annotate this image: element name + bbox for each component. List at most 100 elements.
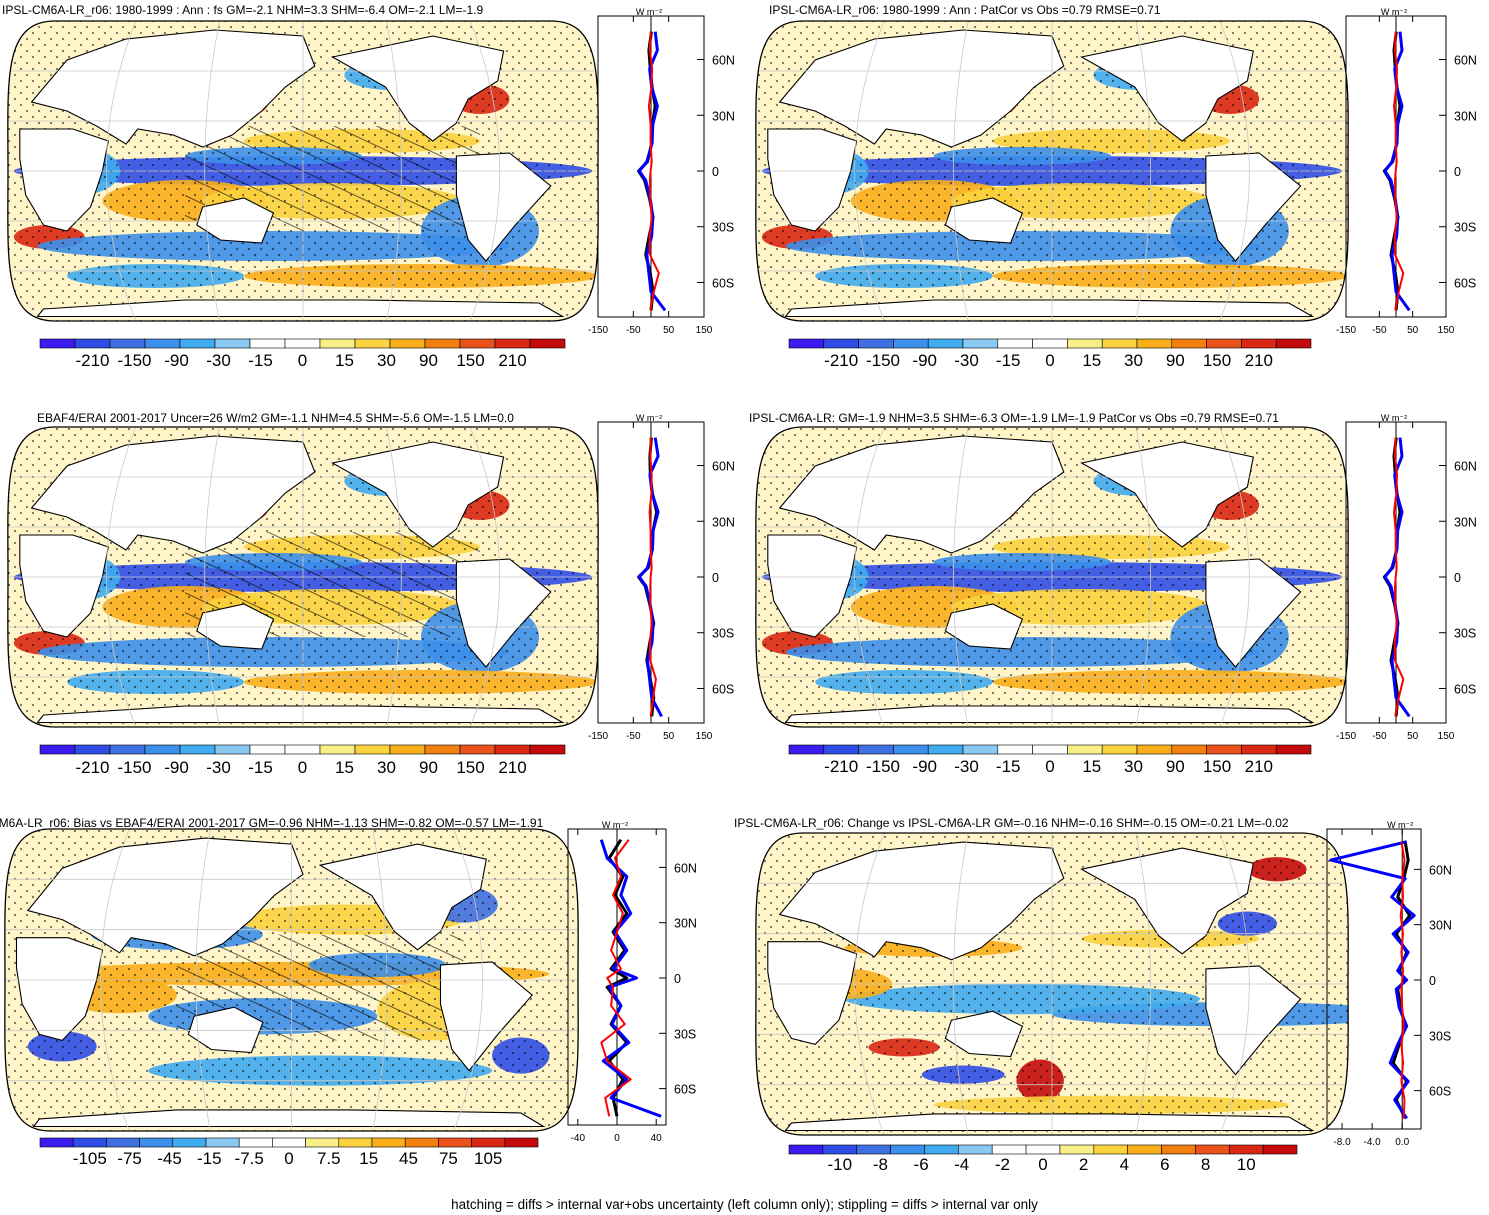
colorbar-tick-label: -90 bbox=[912, 757, 937, 776]
colorbar-swatch bbox=[1241, 744, 1277, 755]
longitude-gridline bbox=[854, 21, 885, 321]
colorbar-tick-label: 45 bbox=[399, 1149, 418, 1168]
colorbar-tick-label: 210 bbox=[1245, 757, 1273, 776]
colorbar-2: -210 -150 -90 -30 -15 0 15 30 90 150 210 bbox=[788, 338, 1312, 370]
landmass-namerica bbox=[1080, 847, 1254, 955]
profile-lat-label: 30N bbox=[1454, 515, 1477, 529]
colorbar-tick-label: -150 bbox=[117, 351, 151, 370]
colorbar-swatch bbox=[788, 1144, 824, 1155]
colorbar-tick-label: 0 bbox=[298, 351, 307, 370]
profile-lat-label: 60S bbox=[1454, 276, 1476, 290]
landmass-namerica bbox=[1080, 441, 1254, 548]
panel-title-4: IPSL-CM6A-LR: GM=-1.9 NHM=3.5 SHM=-6.3 O… bbox=[749, 411, 1279, 425]
landmass-antarctica bbox=[784, 299, 1315, 318]
landmass-eurasia bbox=[778, 29, 1065, 148]
colorbar-swatch bbox=[284, 744, 321, 755]
colorbar-tick-label: 210 bbox=[498, 351, 526, 370]
colorbar-swatch bbox=[144, 338, 181, 349]
longitude-gridline bbox=[1219, 833, 1250, 1135]
profile-x-tick-label: 150 bbox=[696, 731, 713, 742]
profile-lat-label: 60N bbox=[1454, 460, 1477, 474]
longitude-gridline bbox=[372, 829, 388, 1131]
longitude-gridline bbox=[386, 427, 402, 727]
profile-lat-label: 60S bbox=[712, 276, 734, 290]
map-panel-1 bbox=[7, 20, 599, 322]
profile-line-diff bbox=[647, 31, 660, 311]
colorbar-tick-label: -210 bbox=[75, 351, 109, 370]
colorbar-4: -210 -150 -90 -30 -15 0 15 30 90 150 210 bbox=[788, 744, 1312, 776]
longitude-gridline bbox=[195, 829, 211, 1131]
colorbar-swatch bbox=[109, 744, 146, 755]
profile-unit-label: W m⁻² bbox=[602, 820, 628, 830]
colorbar-tick-label: 15 bbox=[359, 1149, 378, 1168]
profile-unit-label: W m⁻² bbox=[636, 7, 662, 17]
colorbar-swatch bbox=[822, 1144, 858, 1155]
colorbar-swatch bbox=[958, 1144, 993, 1155]
colorbar-swatch bbox=[1067, 744, 1103, 755]
colorbar-tick-label: 0 bbox=[1045, 351, 1054, 370]
colorbar-swatch bbox=[1241, 338, 1277, 349]
zonal-profile-3: -150 -50 50 150 60N 30N 0 30S 60S W m⁻² bbox=[588, 413, 735, 742]
colorbar-swatch bbox=[494, 744, 531, 755]
map-field bbox=[756, 21, 1348, 321]
map-panel-5 bbox=[4, 828, 579, 1132]
colorbar-swatch bbox=[1136, 338, 1173, 349]
profile-x-tick-label: 50 bbox=[1407, 325, 1419, 336]
profile-unit-label: W m⁻² bbox=[1381, 7, 1407, 17]
landmass-samerica bbox=[1205, 152, 1302, 262]
colorbar-tick-label: 90 bbox=[419, 758, 438, 777]
landmass-africa bbox=[15, 937, 104, 1042]
longitude-gridline bbox=[100, 829, 130, 1131]
colorbar-swatch bbox=[823, 744, 859, 755]
colorbar-tick-label: -30 bbox=[954, 351, 979, 370]
colorbar-swatch bbox=[39, 338, 76, 349]
map-panel-6 bbox=[755, 832, 1349, 1136]
colorbar-tick-label: 210 bbox=[1245, 351, 1273, 370]
profile-lat-label: 60N bbox=[712, 460, 735, 474]
profile-lat-label: 30N bbox=[1429, 919, 1452, 933]
landmass-namerica bbox=[318, 843, 487, 951]
colorbar-swatch bbox=[106, 1137, 140, 1148]
longitude-gridline bbox=[854, 833, 885, 1135]
colorbar-swatch bbox=[788, 744, 825, 755]
colorbar-swatch bbox=[319, 338, 356, 349]
profile-lat-label: 60S bbox=[1454, 682, 1476, 696]
colorbar-tick-label: 10 bbox=[1237, 1155, 1256, 1174]
profile-line-diff bbox=[600, 839, 632, 1117]
colorbar-swatch bbox=[1059, 1144, 1095, 1155]
colorbar-swatch bbox=[924, 1144, 959, 1155]
colorbar-swatch bbox=[1093, 1144, 1128, 1155]
panel-title-5: IPSL-CM6A-LR_r06: Bias vs EBAF4/ERAI 200… bbox=[0, 816, 544, 830]
colorbar-tick-label: 15 bbox=[335, 758, 354, 777]
profile-x-tick-label: -150 bbox=[1336, 731, 1356, 742]
landmass-samerica bbox=[439, 961, 533, 1072]
colorbar-swatch bbox=[1228, 1144, 1264, 1155]
profile-unit-label: W m⁻² bbox=[636, 413, 662, 423]
colorbar-swatch bbox=[319, 744, 356, 755]
landmass-australia bbox=[944, 197, 1024, 244]
profile-x-tick-label: -50 bbox=[1372, 325, 1387, 336]
colorbar-swatch bbox=[39, 1137, 74, 1148]
colorbar-tick-label: -15 bbox=[996, 757, 1021, 776]
landmass-eurasia bbox=[778, 841, 1065, 961]
colorbar-tick-label: 30 bbox=[377, 351, 396, 370]
colorbar-swatch bbox=[1032, 338, 1068, 349]
profile-x-tick-label: 50 bbox=[663, 731, 675, 742]
panel-title-3: EBAF4/ERAI 2001-2017 Uncer=26 W/m2 GM=-1… bbox=[37, 411, 514, 425]
map-panel-3 bbox=[7, 426, 599, 728]
colorbar-swatch bbox=[249, 744, 286, 755]
landmass-australia bbox=[944, 1010, 1024, 1058]
colorbar-tick-label: -150 bbox=[866, 351, 900, 370]
colorbar-tick-label: 30 bbox=[1124, 757, 1143, 776]
colorbar-tick-label: 75 bbox=[439, 1149, 458, 1168]
landmass-eurasia bbox=[778, 435, 1065, 554]
colorbar-tick-label: 90 bbox=[419, 351, 438, 370]
profile-lat-label: 0 bbox=[1454, 571, 1461, 585]
colorbar-tick-label: 15 bbox=[335, 351, 354, 370]
colorbar-tick-label: 6 bbox=[1160, 1155, 1169, 1174]
longitude-gridline bbox=[386, 21, 402, 321]
colorbar-swatch bbox=[823, 338, 859, 349]
colorbar-swatch bbox=[529, 744, 566, 755]
colorbar-5: -105 -75 -45 -15 -7.5 0 7.5 15 45 75 105 bbox=[39, 1137, 539, 1168]
profile-x-tick-label: -50 bbox=[626, 731, 641, 742]
